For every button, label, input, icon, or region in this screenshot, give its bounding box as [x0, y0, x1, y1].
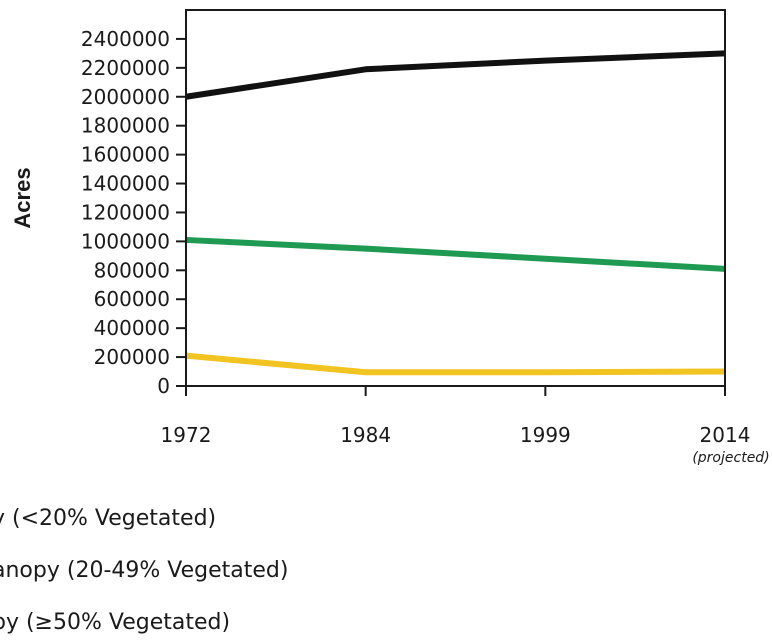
y-tick-label: 2200000: [81, 56, 170, 80]
y-tick-label: 2000000: [81, 85, 170, 109]
y-tick-label: 600000: [94, 287, 170, 311]
y-tick-label: 1000000: [81, 229, 170, 253]
series-line-1: [185, 50, 726, 100]
y-tick-label: 200000: [94, 345, 170, 369]
y-tick-label: 1400000: [81, 172, 170, 196]
projected-note: (projected): [692, 450, 769, 466]
x-tick-label: 2014: [700, 423, 751, 447]
series-lines: [185, 50, 726, 376]
y-tick-label: 1600000: [81, 143, 170, 167]
series-line-2: [185, 236, 726, 272]
y-axis-ticks: 0 200000 400000 600000 800000 1000000 1200000 1…: [81, 27, 186, 398]
x-axis-ticks: 1972 1984 1999 2014: [161, 386, 751, 447]
legend-item-medium-canopy: anopy (20-49% Vegetated): [0, 558, 289, 583]
y-tick-label: 2400000: [81, 27, 170, 51]
y-tick-label: 400000: [94, 316, 170, 340]
plot-frame: [185, 9, 726, 387]
y-tick-label: 1200000: [81, 200, 170, 224]
y-tick-label: 0: [157, 374, 170, 398]
series-line-3: [185, 352, 726, 376]
x-tick-label: 1972: [161, 423, 212, 447]
legend-item-low-canopy: y (<20% Vegetated): [0, 506, 217, 531]
x-tick-label: 1984: [340, 423, 391, 447]
x-tick-label: 1999: [520, 423, 571, 447]
y-axis-title: Acres: [10, 167, 35, 228]
y-tick-label: 800000: [94, 258, 170, 282]
line-chart: 0 200000 400000 600000 800000 1000000 1200000 1…: [10, 9, 770, 466]
legend-item-high-canopy: py (≥50% Vegetated): [0, 610, 231, 635]
y-tick-label: 1800000: [81, 114, 170, 138]
